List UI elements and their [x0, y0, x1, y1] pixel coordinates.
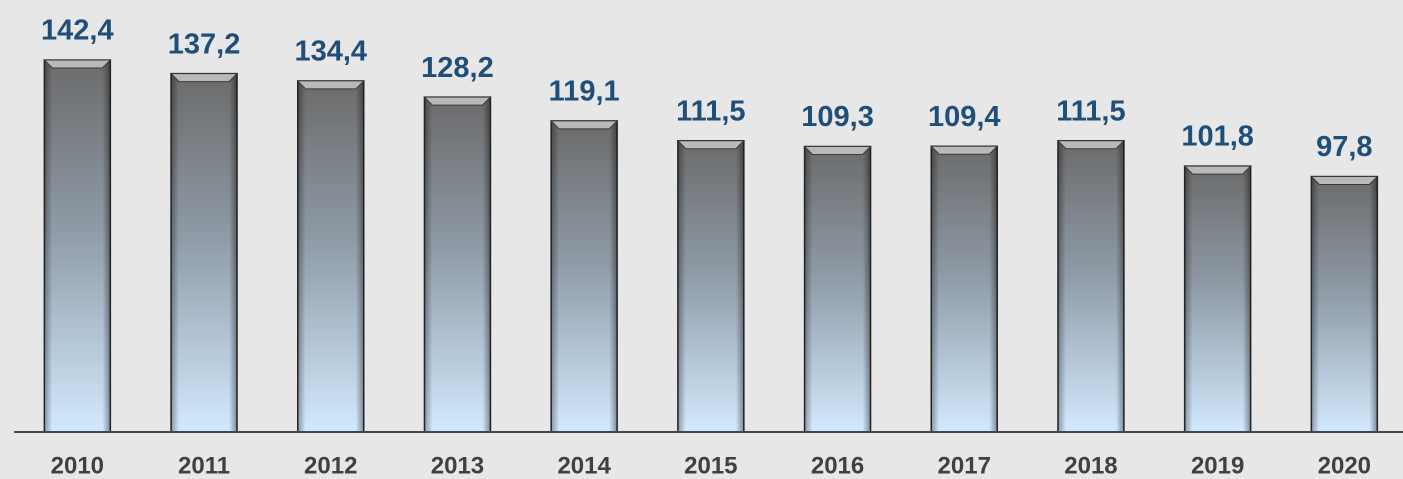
x-tick-label: 2014: [557, 452, 611, 479]
x-tick-label: 2012: [304, 452, 357, 479]
bar-shade: [1311, 176, 1378, 432]
value-label: 111,5: [1056, 95, 1125, 127]
bar-cap: [1310, 176, 1379, 186]
x-tick-label: 2020: [1318, 452, 1371, 479]
bar-shade: [804, 146, 871, 432]
bar-cap: [549, 120, 619, 130]
bar-cap: [1056, 140, 1126, 150]
bar-cap: [676, 140, 746, 150]
value-label: 97,8: [1316, 131, 1372, 163]
x-tick-label: 2015: [684, 452, 737, 479]
x-tick-label: 2019: [1191, 452, 1244, 479]
x-tick-label: 2017: [938, 452, 991, 479]
value-label: 119,1: [549, 76, 620, 108]
value-label: 128,2: [421, 52, 494, 84]
value-label: 142,4: [41, 15, 114, 47]
value-label: 109,4: [928, 101, 1001, 133]
bar-shade: [44, 60, 111, 433]
x-tick-label: 2018: [1064, 452, 1117, 479]
value-label: 137,2: [168, 28, 241, 60]
value-label: 109,3: [801, 101, 874, 133]
bar-shade: [1057, 140, 1124, 433]
bar-cap: [1183, 165, 1252, 175]
bar-shade: [551, 120, 618, 432]
bar-shade: [424, 97, 491, 432]
bar-shade: [171, 73, 238, 432]
bar-cap: [169, 73, 239, 83]
bar-shade: [677, 140, 744, 433]
bar-cap: [930, 145, 999, 155]
x-tick-label: 2011: [178, 452, 230, 479]
x-tick-label: 2016: [811, 452, 864, 479]
value-label: 134,4: [294, 36, 367, 68]
x-tick-label: 2010: [51, 452, 104, 479]
bar-cap: [803, 145, 872, 155]
value-label: 111,5: [676, 95, 745, 127]
value-label: 101,8: [1181, 121, 1254, 153]
bar-shade: [1184, 166, 1251, 432]
bar-shade: [931, 146, 998, 432]
bar-cap: [423, 96, 492, 106]
bar-cap: [296, 80, 365, 90]
bar-shade: [297, 80, 364, 432]
bar-cap: [43, 59, 112, 69]
x-tick-label: 2013: [431, 452, 484, 479]
